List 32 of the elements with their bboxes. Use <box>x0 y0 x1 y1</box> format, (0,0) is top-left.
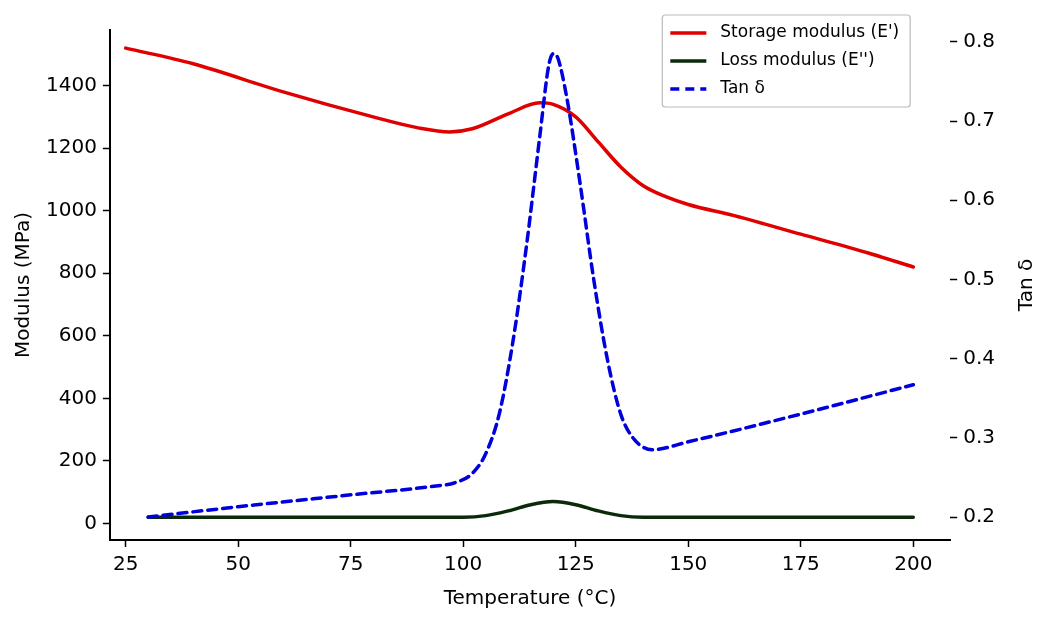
legend-label: Storage modulus (E') <box>720 21 900 42</box>
x-tick-label: 50 <box>225 551 251 576</box>
x-tick-label: 75 <box>337 551 364 576</box>
y-tick-label: 0 <box>84 509 97 534</box>
y2-tick-label: 0.7 <box>963 107 996 132</box>
y-tick-label: 800 <box>58 259 97 284</box>
y-tick-label: 600 <box>58 322 97 347</box>
line-series <box>146 499 916 519</box>
legend-label: Loss modulus (E'') <box>720 49 875 70</box>
x-tick-label: 200 <box>894 551 933 576</box>
y2-tick-label: 0.5 <box>963 265 996 290</box>
x-tick-label: 100 <box>444 551 483 576</box>
y-tick-label: 1000 <box>45 196 97 221</box>
y-tick-label: 1200 <box>45 134 97 159</box>
line-series <box>123 46 916 269</box>
y2-axis-title: Tan δ <box>1013 258 1038 313</box>
y2-tick-label: 0.4 <box>963 344 996 369</box>
y2-tick-label: 0.2 <box>963 503 996 528</box>
x-tick-label: 175 <box>781 551 820 576</box>
x-axis-title: Temperature (°C) <box>442 585 617 610</box>
y2-tick-label: 0.8 <box>963 28 996 53</box>
y-tick-label: 400 <box>58 384 97 409</box>
y2-tick-label: 0.6 <box>963 186 996 211</box>
x-tick-label: 25 <box>112 551 139 576</box>
line-series <box>146 52 916 519</box>
legend-label: Tan δ <box>719 77 765 98</box>
y-axis-title: Modulus (MPa) <box>10 211 35 359</box>
x-tick-label: 125 <box>556 551 595 576</box>
x-tick-label: 150 <box>669 551 708 576</box>
y2-tick-label: 0.3 <box>963 424 996 449</box>
y-tick-label: 1400 <box>45 71 97 96</box>
y-tick-label: 200 <box>58 447 97 472</box>
